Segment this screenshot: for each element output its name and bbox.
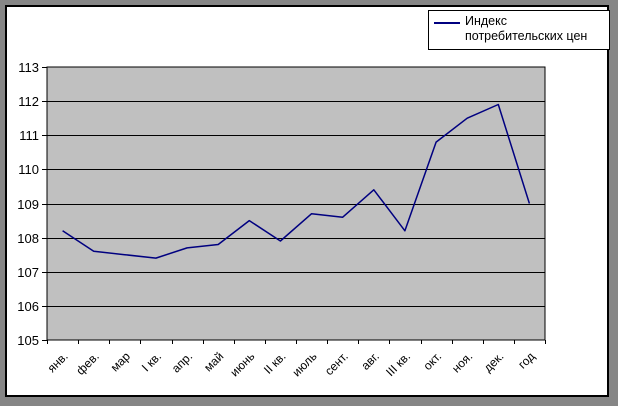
x-axis-label: дек.: [481, 349, 507, 375]
y-axis-label: 108: [17, 231, 39, 246]
x-axis-label: окт.: [420, 349, 444, 373]
x-axis-label: июль: [289, 349, 319, 379]
x-axis-label: мар: [108, 349, 133, 374]
x-axis-label: сент.: [322, 349, 351, 378]
y-axis-label: 109: [17, 197, 39, 212]
y-axis-label: 110: [18, 162, 39, 177]
x-axis-labels: янв. фев. мар I кв. апр. май июнь II кв. июль сен…: [45, 349, 538, 379]
legend-label: Индекс потребительских цен: [465, 14, 588, 43]
y-axis-label: 105: [17, 333, 39, 348]
x-axis-label: II кв.: [261, 349, 289, 377]
y-axis-label: 113: [18, 60, 39, 75]
y-axis-label: 106: [17, 299, 39, 314]
x-axis-label: май: [201, 349, 226, 374]
x-axis-label: ноя.: [449, 349, 475, 375]
x-axis-label: июнь: [227, 349, 257, 379]
x-axis-label: III кв.: [383, 349, 413, 379]
x-axis-label: год: [515, 349, 537, 371]
y-axis-label: 111: [19, 128, 39, 143]
y-axis-label: 107: [17, 265, 39, 280]
x-axis-label: авг.: [358, 349, 382, 373]
plot-area: [46, 66, 546, 341]
y-axis-ticks: [42, 67, 47, 341]
cpi-series-line: [62, 103, 531, 259]
cpi-line-chart: 105 106 107 108 109 110 111 112 113 янв. фев. мар I …: [17, 60, 546, 379]
y-axis-labels: 105 106 107 108 109 110 111 112 113: [17, 60, 39, 348]
gridlines: [47, 101, 545, 307]
x-axis-label: апр.: [169, 349, 195, 375]
x-axis-label: I кв.: [139, 349, 164, 374]
y-axis-label: 112: [18, 94, 39, 109]
chart-window: 105 106 107 108 109 110 111 112 113 янв. фев. мар I …: [5, 5, 610, 397]
x-axis-label: фев.: [73, 349, 101, 377]
legend-line-sample: [434, 22, 460, 24]
legend-box: Индекс потребительских цен: [428, 10, 610, 50]
x-axis-label: янв.: [45, 349, 71, 375]
x-axis-ticks: [47, 340, 546, 344]
